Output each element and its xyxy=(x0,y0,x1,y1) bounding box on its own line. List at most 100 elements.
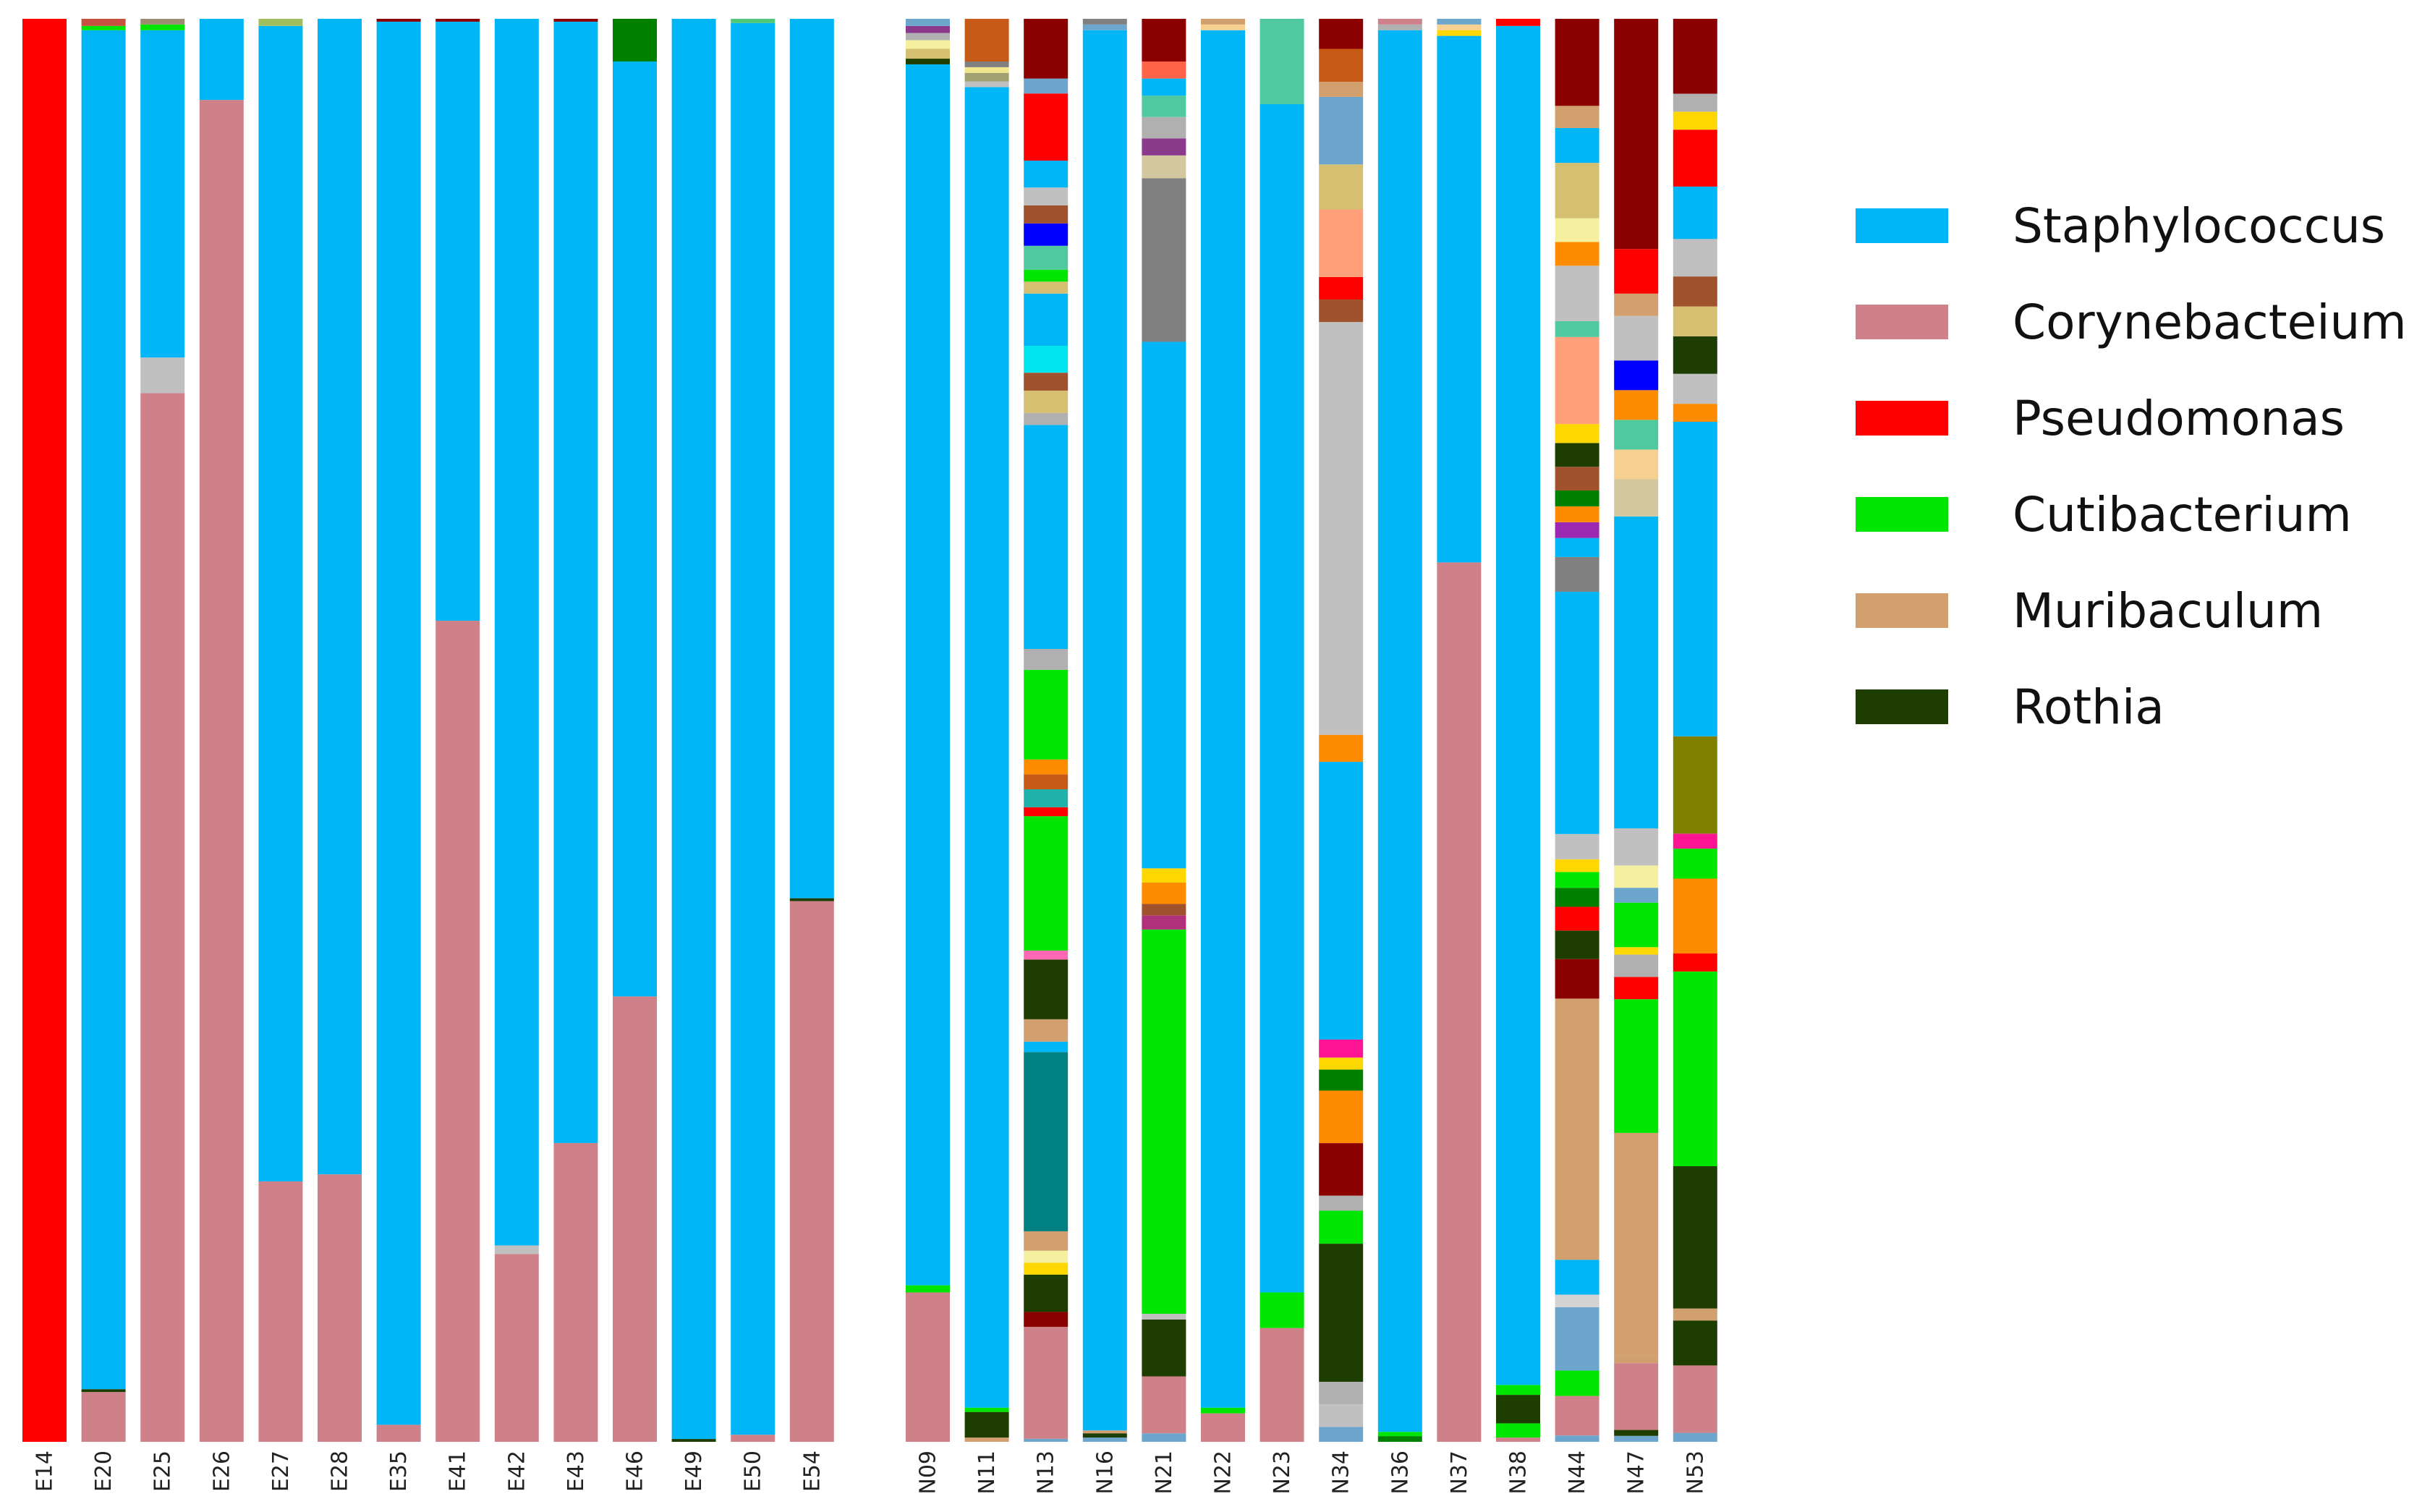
segment-n36-other-0[interactable] xyxy=(1377,1436,1422,1442)
segment-n44-other-11[interactable] xyxy=(1555,872,1599,888)
segment-n09-cutibacterium-1[interactable] xyxy=(906,1285,950,1293)
segment-n44-other-0[interactable] xyxy=(1555,1435,1599,1442)
segment-n53-cutibacterium-5[interactable] xyxy=(1673,971,1717,1167)
segment-n13-other-15[interactable] xyxy=(1024,774,1068,790)
segment-n13-staphylococcus-24[interactable] xyxy=(1024,293,1068,347)
segment-n47-muribaculum-4[interactable] xyxy=(1614,1132,1659,1356)
segment-e20-corynebacteium-0[interactable] xyxy=(81,1392,126,1442)
segment-n36-other-1[interactable] xyxy=(1377,1432,1422,1437)
legend-item-cutibacterium[interactable]: Cutibacterium xyxy=(1856,487,2352,543)
segment-n38-other-3[interactable] xyxy=(1496,1385,1540,1396)
segment-n13-other-13[interactable] xyxy=(1024,807,1068,817)
bar-n36[interactable] xyxy=(1377,19,1422,1442)
segment-n13-staphylococcus-31[interactable] xyxy=(1024,161,1068,188)
segment-n21-staphylococcus-9[interactable] xyxy=(1142,341,1186,869)
segment-e25-other-4[interactable] xyxy=(140,19,185,25)
bar-e35[interactable] xyxy=(376,19,421,1442)
segment-e28-corynebacteium-0[interactable] xyxy=(318,1174,362,1442)
segment-n11-other-0[interactable] xyxy=(964,1437,1009,1442)
segment-n44-other-17[interactable] xyxy=(1555,522,1599,538)
segment-n53-corynebacteium-1[interactable] xyxy=(1673,1365,1717,1433)
segment-e50-staphylococcus-1[interactable] xyxy=(731,22,776,1435)
segment-n44-other-31[interactable] xyxy=(1555,19,1599,106)
segment-n21-rothia-2[interactable] xyxy=(1142,1319,1186,1377)
segment-n53-other-12[interactable] xyxy=(1673,404,1717,422)
bar-e25[interactable] xyxy=(140,19,185,1442)
segment-n53-other-17[interactable] xyxy=(1673,239,1717,277)
segment-n13-pseudomonas-32[interactable] xyxy=(1024,93,1068,161)
segment-n21-other-12[interactable] xyxy=(1142,138,1186,156)
segment-e20-other-4[interactable] xyxy=(81,19,126,26)
segment-n23-cutibacterium-1[interactable] xyxy=(1259,1292,1304,1328)
segment-n44-other-28[interactable] xyxy=(1555,163,1599,218)
segment-n09-corynebacteium-0[interactable] xyxy=(906,1292,950,1442)
segment-n47-other-19[interactable] xyxy=(1614,315,1659,361)
segment-n53-rothia-4[interactable] xyxy=(1673,1166,1717,1309)
segment-n13-staphylococcus-19[interactable] xyxy=(1024,425,1068,650)
segment-n13-cutibacterium-12[interactable] xyxy=(1024,816,1068,951)
segment-n53-other-15[interactable] xyxy=(1673,306,1717,336)
segment-n53-other-16[interactable] xyxy=(1673,276,1717,307)
bar-n16[interactable] xyxy=(1082,19,1127,1442)
segment-n13-other-11[interactable] xyxy=(1024,950,1068,960)
segment-e43-staphylococcus-1[interactable] xyxy=(553,21,598,1143)
legend-item-rothia[interactable]: Rothia xyxy=(1856,679,2164,735)
segment-n53-other-6[interactable] xyxy=(1673,954,1717,972)
segment-e35-other-2[interactable] xyxy=(376,19,421,22)
segment-e46-corynebacteium-0[interactable] xyxy=(613,996,657,1442)
segment-n53-pseudomonas-19[interactable] xyxy=(1673,129,1717,187)
segment-e54-corynebacteium-0[interactable] xyxy=(789,901,834,1442)
segment-n16-other-1[interactable] xyxy=(1082,1433,1127,1438)
segment-e50-corynebacteium-0[interactable] xyxy=(731,1435,776,1442)
segment-n13-other-30[interactable] xyxy=(1024,187,1068,205)
segment-n44-other-16[interactable] xyxy=(1555,538,1599,557)
segment-n44-other-7[interactable] xyxy=(1555,959,1599,999)
segment-e43-other-2[interactable] xyxy=(553,19,598,22)
segment-n44-other-15[interactable] xyxy=(1555,556,1599,593)
segment-n47-other-17[interactable] xyxy=(1614,390,1659,420)
segment-n23-corynebacteium-0[interactable] xyxy=(1259,1328,1304,1442)
bar-e41[interactable] xyxy=(436,19,480,1442)
segment-n36-staphylococcus-2[interactable] xyxy=(1377,30,1422,1432)
segment-n47-pseudomonas-21[interactable] xyxy=(1614,249,1659,294)
segment-n22-other-4[interactable] xyxy=(1201,19,1245,25)
bar-n44[interactable] xyxy=(1555,19,1599,1442)
segment-n53-other-3[interactable] xyxy=(1673,1308,1717,1321)
segment-n34-other-9[interactable] xyxy=(1319,1057,1364,1070)
segment-n44-corynebacteium-1[interactable] xyxy=(1555,1396,1599,1436)
segment-n13-other-21[interactable] xyxy=(1024,390,1068,413)
segment-e20-rothia-1[interactable] xyxy=(81,1389,126,1393)
segment-n09-other-7[interactable] xyxy=(906,25,950,33)
segment-n53-other-7[interactable] xyxy=(1673,878,1717,954)
segment-n37-other-3[interactable] xyxy=(1437,24,1482,30)
segment-e27-corynebacteium-0[interactable] xyxy=(258,1181,303,1442)
segment-n22-cutibacterium-1[interactable] xyxy=(1201,1407,1245,1414)
segment-n13-other-0[interactable] xyxy=(1024,1438,1068,1442)
segment-n21-other-14[interactable] xyxy=(1142,95,1186,117)
segment-n13-other-29[interactable] xyxy=(1024,205,1068,224)
segment-n44-other-18[interactable] xyxy=(1555,506,1599,522)
segment-n13-other-16[interactable] xyxy=(1024,759,1068,775)
segment-n13-other-20[interactable] xyxy=(1024,412,1068,425)
segment-n34-cutibacterium-4[interactable] xyxy=(1319,1210,1364,1244)
bar-n22[interactable] xyxy=(1201,19,1245,1442)
segment-e26-staphylococcus-1[interactable] xyxy=(199,19,244,101)
segment-n11-rothia-1[interactable] xyxy=(964,1411,1009,1438)
segment-e25-staphylococcus-2[interactable] xyxy=(140,30,185,358)
segment-e25-other-1[interactable] xyxy=(140,357,185,394)
bar-n34[interactable] xyxy=(1319,19,1364,1442)
segment-n21-other-16[interactable] xyxy=(1142,61,1186,79)
segment-n53-other-0[interactable] xyxy=(1673,1432,1717,1442)
segment-n11-other-6[interactable] xyxy=(964,67,1009,73)
bar-e14[interactable] xyxy=(22,19,67,1442)
segment-n34-other-12[interactable] xyxy=(1319,734,1364,763)
segment-n13-other-25[interactable] xyxy=(1024,281,1068,294)
segment-n11-other-8[interactable] xyxy=(964,19,1009,62)
segment-e27-staphylococcus-1[interactable] xyxy=(258,25,303,1182)
segment-n21-corynebacteium-1[interactable] xyxy=(1142,1376,1186,1434)
segment-n44-other-13[interactable] xyxy=(1555,833,1599,859)
segment-n36-other-4[interactable] xyxy=(1377,19,1422,25)
segment-n47-staphylococcus-13[interactable] xyxy=(1614,516,1659,829)
segment-n53-other-9[interactable] xyxy=(1673,833,1717,849)
segment-n53-other-21[interactable] xyxy=(1673,93,1717,112)
